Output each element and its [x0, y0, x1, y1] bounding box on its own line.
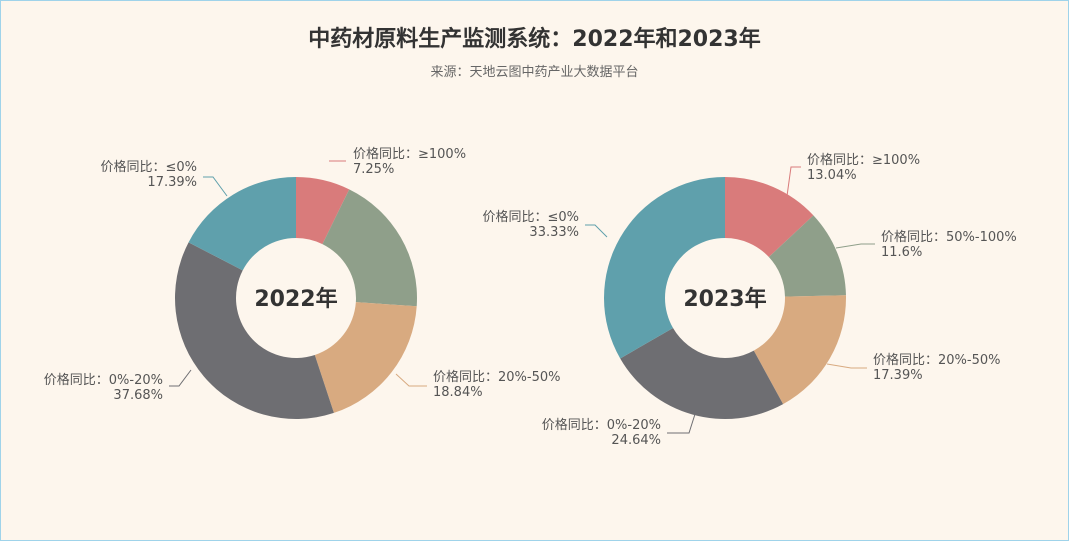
slice-value-label: 13.04% — [807, 168, 857, 183]
pie-slice — [620, 327, 784, 419]
slice-label: 价格同比：20%-50% — [873, 352, 1000, 368]
leader-line — [203, 176, 228, 197]
slice-label: 价格同比：≥100% — [353, 146, 466, 162]
slice-value-label: 37.68% — [113, 388, 163, 403]
slice-value-label: 17.39% — [147, 175, 197, 190]
pie-slice — [175, 242, 334, 419]
donut-chart-1: 2022年 价格同比：≥100%7.25% 价格同比：20%-50%18.84% 价格… — [44, 146, 560, 419]
slice-label: 价格同比：50%-100% — [881, 229, 1017, 245]
leader-line — [585, 224, 608, 238]
pie-slice — [753, 295, 847, 405]
pie-slice — [725, 177, 814, 258]
leader-line — [395, 373, 427, 387]
slice-value-label: 18.84% — [433, 385, 483, 400]
slice-value-label: 7.25% — [353, 162, 394, 177]
chart-title: 中药材原料生产监测系统：2022年和2023年 — [308, 27, 761, 52]
pie-slice — [768, 215, 846, 297]
leader-line — [835, 243, 875, 249]
pie-slice — [314, 302, 417, 413]
pie-slice — [296, 177, 350, 245]
slice-label: 价格同比：0%-20% — [542, 417, 661, 433]
pie-slice — [188, 177, 296, 271]
slice-label: 价格同比：≤0% — [100, 159, 197, 175]
chart-subtitle: 来源：天地云图中药产业大数据平台 — [430, 65, 639, 80]
slice-value-label: 24.64% — [611, 433, 661, 448]
leader-line — [826, 363, 867, 369]
donut-chart-2: 2023年 价格同比：≥100%13.04% 价格同比：50%-100%11.6% 价… — [482, 152, 1016, 448]
leader-line — [667, 410, 697, 434]
slice-value-label: 11.6% — [881, 245, 922, 260]
slice-value-label: 33.33% — [529, 225, 579, 240]
slice-label: 价格同比：≥100% — [807, 152, 920, 168]
leader-line — [169, 369, 192, 387]
slice-value-label: 17.39% — [873, 368, 923, 383]
leader-line — [786, 166, 801, 197]
pie-slice — [603, 177, 725, 359]
center-label: 2023年 — [683, 286, 766, 312]
slice-label: 价格同比：0%-20% — [44, 372, 163, 388]
slice-label: 价格同比：≤0% — [482, 209, 579, 225]
pie-slice — [322, 189, 417, 307]
center-label: 2022年 — [254, 286, 337, 312]
slice-label: 价格同比：20%-50% — [433, 369, 560, 385]
